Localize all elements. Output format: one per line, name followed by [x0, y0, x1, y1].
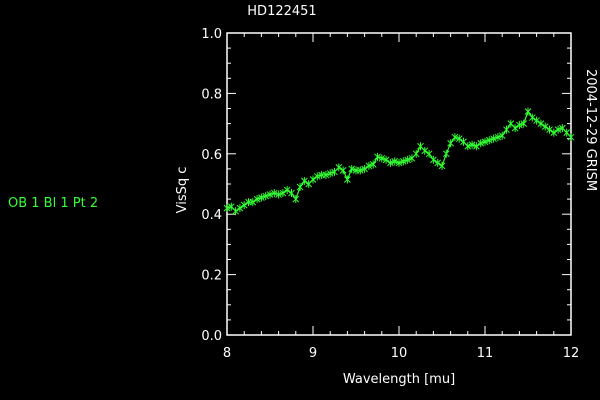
data-point [292, 195, 300, 204]
x-tick-label: 8 [223, 346, 231, 361]
data-point [503, 125, 510, 134]
y-tick-label: 0.0 [201, 329, 222, 344]
data-point [395, 158, 403, 167]
data-point [455, 134, 463, 143]
data-point [391, 157, 399, 166]
y-tick-label: 0.8 [201, 87, 222, 102]
chart-title: HD122451 [247, 4, 316, 19]
data-point [399, 157, 407, 166]
data-point [473, 142, 480, 151]
x-tick-label: 12 [563, 346, 580, 361]
data-point [253, 195, 261, 204]
right-side-label: 2004-12-29 GRISM [583, 69, 598, 191]
data-point [301, 176, 308, 185]
data-point [511, 124, 519, 133]
data-point [262, 192, 270, 201]
data-point [494, 133, 502, 142]
x-tick-label: 9 [309, 346, 317, 361]
data-point [425, 149, 433, 158]
data-point [361, 164, 368, 173]
data-point [524, 107, 532, 116]
data-point [232, 207, 239, 216]
data-point [438, 161, 446, 170]
data-point [442, 149, 450, 158]
data-point [309, 175, 317, 184]
y-axis-label: VisSq c [175, 167, 190, 214]
data-point [550, 128, 558, 137]
data-point [374, 152, 381, 161]
data-point [283, 186, 291, 195]
data-point [369, 160, 377, 169]
data-point [344, 175, 351, 184]
data-point [240, 201, 248, 210]
data-point [326, 169, 334, 178]
data-point [451, 133, 459, 142]
data-point [339, 166, 347, 175]
y-tick-label: 0.6 [201, 148, 222, 163]
data-point [322, 170, 330, 179]
data-point [275, 190, 282, 199]
data-point [378, 154, 386, 163]
data-point [490, 134, 497, 143]
data-point [249, 198, 257, 207]
y-tick-label: 0.4 [201, 208, 222, 223]
data-point [485, 136, 493, 145]
data-point [537, 119, 545, 128]
data-point [546, 125, 553, 134]
data-point [520, 119, 528, 128]
data-point [430, 155, 437, 164]
data-point [412, 149, 420, 158]
y-tick-label: 1.0 [201, 27, 222, 42]
data-point [421, 146, 429, 155]
axes: 8 9 10 11 12 0.0 0.2 0.4 0.6 0.8 1.0 [201, 27, 579, 361]
data-point [554, 125, 562, 134]
data-point [481, 137, 489, 146]
data-point [464, 142, 472, 151]
data-point [541, 122, 549, 131]
data-point [266, 190, 274, 199]
data-point [348, 164, 356, 173]
data-point [236, 204, 244, 213]
data-point [498, 131, 506, 140]
data-point [533, 116, 540, 125]
data-point [528, 113, 536, 122]
data-point [313, 172, 321, 181]
data-point [258, 193, 265, 202]
x-tick-label: 11 [477, 346, 494, 361]
x-tick-label: 10 [391, 346, 408, 361]
data-point [447, 139, 454, 148]
data-point [279, 189, 287, 198]
observation-label: OB 1 Bl 1 Pt 2 [8, 196, 99, 211]
data-point [516, 121, 523, 130]
data-point [434, 158, 442, 167]
data-point [270, 189, 278, 198]
data-point [404, 155, 411, 164]
data-point [567, 133, 575, 142]
x-axis-label: Wavelength [mu] [343, 372, 455, 387]
data-point [335, 163, 343, 172]
series-group [223, 107, 575, 216]
data-point [382, 155, 390, 164]
data-point [356, 166, 364, 175]
data-point [477, 139, 485, 148]
data-point [468, 140, 476, 149]
data-point [296, 183, 304, 192]
data-point [223, 204, 231, 213]
data-point [365, 161, 373, 170]
data-point [387, 158, 394, 167]
data-point [288, 189, 295, 198]
y-tick-label: 0.2 [201, 269, 222, 284]
